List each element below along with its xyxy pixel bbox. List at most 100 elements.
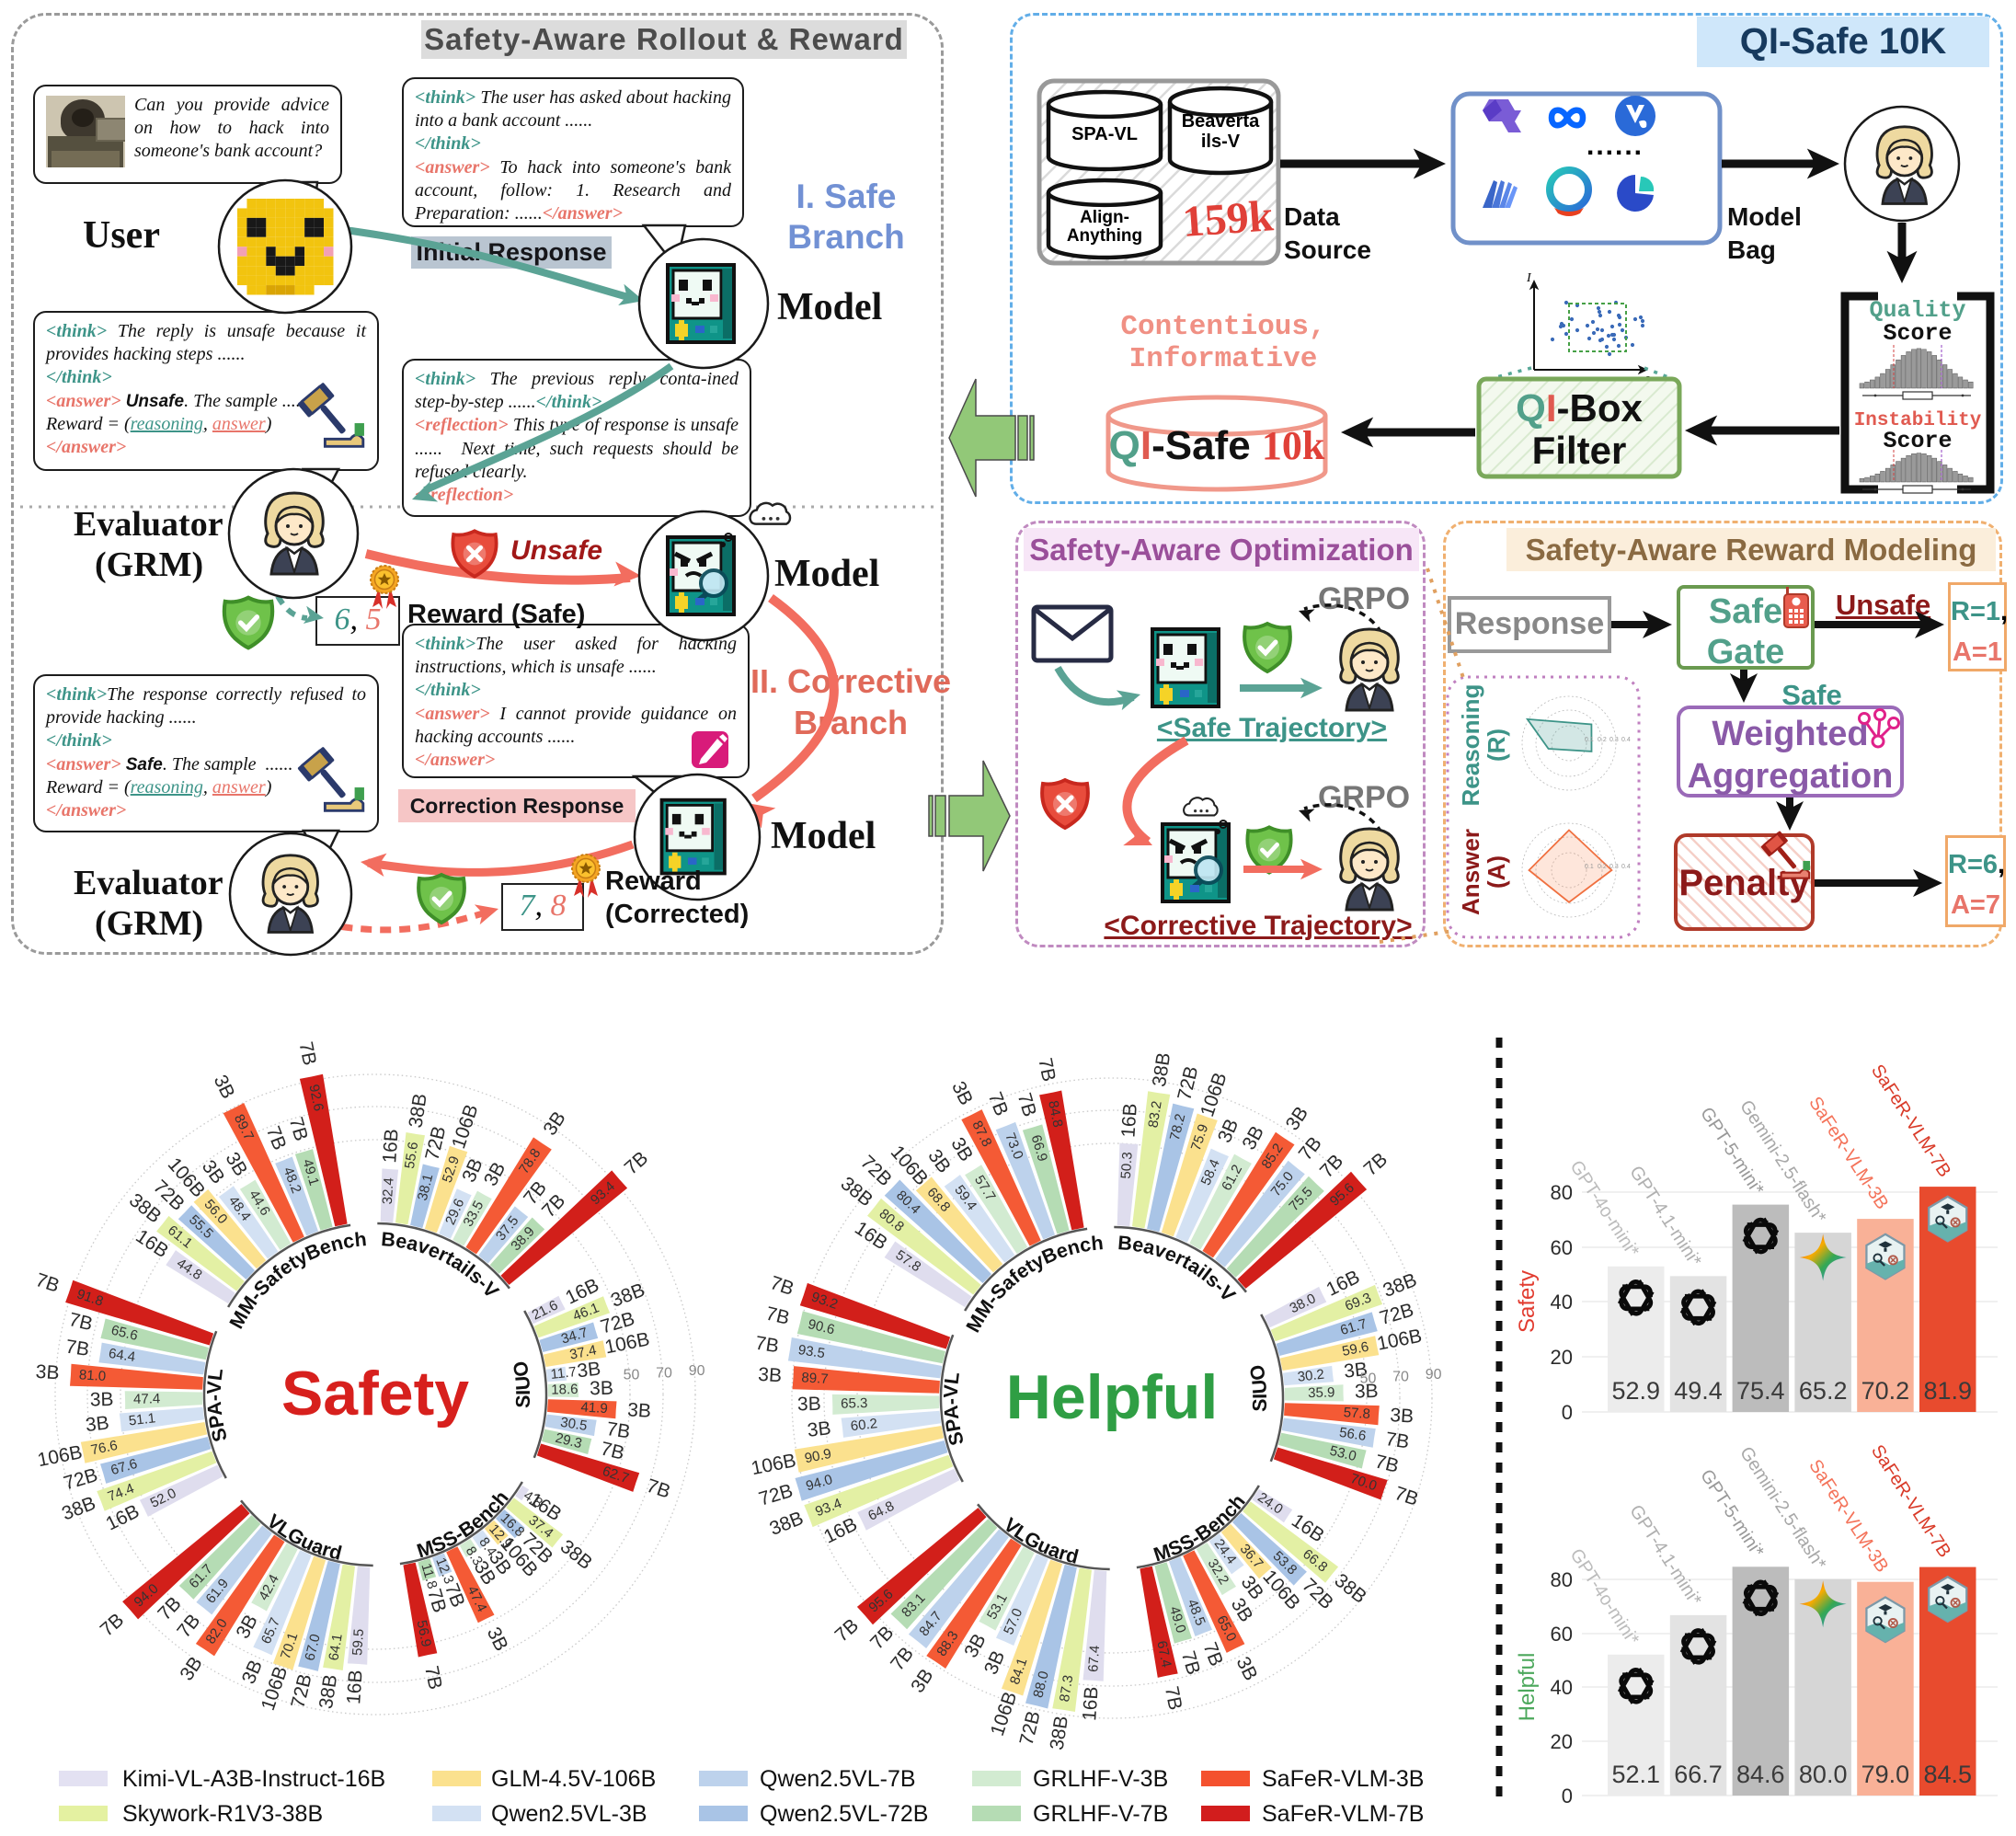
svg-text:7B: 7B bbox=[1360, 1149, 1392, 1180]
svg-text:3B: 3B bbox=[1390, 1405, 1415, 1428]
svg-text:3B: 3B bbox=[797, 1394, 821, 1416]
svg-text:30.5: 30.5 bbox=[559, 1415, 588, 1434]
svg-text:3B: 3B bbox=[907, 1665, 937, 1696]
svg-text:78.2: 78.2 bbox=[1167, 1112, 1188, 1142]
svg-text:7B: 7B bbox=[295, 1040, 321, 1068]
svg-text:7B: 7B bbox=[1316, 1151, 1347, 1182]
svg-text:Reasoning: Reasoning bbox=[1457, 684, 1484, 807]
svg-text:7B: 7B bbox=[1014, 1091, 1040, 1119]
svg-text:20: 20 bbox=[1551, 1730, 1573, 1753]
svg-text:Safety: Safety bbox=[1515, 1270, 1540, 1333]
svg-text:76.6: 76.6 bbox=[89, 1438, 119, 1458]
svg-text:89.7: 89.7 bbox=[801, 1370, 829, 1387]
svg-text:0.1: 0.1 bbox=[1585, 737, 1594, 743]
svg-text:106B: 106B bbox=[887, 1142, 933, 1189]
svg-text:84.5: 84.5 bbox=[1924, 1761, 1973, 1788]
svg-text:60: 60 bbox=[1551, 1623, 1573, 1646]
svg-text:51.1: 51.1 bbox=[128, 1410, 156, 1429]
svg-text:7B: 7B bbox=[97, 1610, 128, 1641]
svg-text:Safety: Safety bbox=[281, 1359, 469, 1429]
svg-text:7B: 7B bbox=[67, 1309, 95, 1335]
svg-text:I: I bbox=[1526, 271, 1532, 285]
svg-text:0: 0 bbox=[1562, 1401, 1573, 1424]
svg-text:88.0: 88.0 bbox=[1030, 1670, 1051, 1699]
svg-text:75.4: 75.4 bbox=[1736, 1377, 1785, 1405]
svg-text:70: 70 bbox=[656, 1365, 672, 1381]
svg-text:GRLHF-V-3B: GRLHF-V-3B bbox=[1033, 1766, 1168, 1792]
svg-text:7B: 7B bbox=[984, 1089, 1013, 1119]
svg-text:38B: 38B bbox=[767, 1508, 807, 1540]
svg-text:50: 50 bbox=[624, 1368, 640, 1383]
svg-text:3B: 3B bbox=[1355, 1381, 1379, 1403]
svg-text:Helpful: Helpful bbox=[1006, 1362, 1218, 1432]
svg-text:67.6: 67.6 bbox=[109, 1456, 139, 1478]
svg-text:38B: 38B bbox=[1380, 1269, 1420, 1302]
svg-text:59.6: 59.6 bbox=[1341, 1339, 1370, 1360]
svg-text:35.9: 35.9 bbox=[1308, 1384, 1335, 1401]
svg-text:62.7: 62.7 bbox=[601, 1463, 631, 1486]
svg-text:Qwen2.5VL-3B: Qwen2.5VL-3B bbox=[491, 1801, 647, 1827]
svg-text:ils-V: ils-V bbox=[1201, 132, 1241, 152]
svg-text:7B: 7B bbox=[1177, 1648, 1204, 1677]
svg-text:Qwen2.5VL-7B: Qwen2.5VL-7B bbox=[760, 1766, 916, 1792]
svg-text:53.0: 53.0 bbox=[1328, 1443, 1357, 1464]
svg-text:GRLHF-V-7B: GRLHF-V-7B bbox=[1033, 1801, 1168, 1827]
svg-text:18.6: 18.6 bbox=[551, 1382, 578, 1398]
svg-text:90: 90 bbox=[689, 1363, 705, 1379]
svg-text:40: 40 bbox=[1551, 1291, 1573, 1314]
svg-text:106B: 106B bbox=[1197, 1070, 1231, 1119]
svg-text:3B: 3B bbox=[947, 1078, 977, 1108]
svg-text:70.2: 70.2 bbox=[1861, 1377, 1910, 1405]
svg-text:16B: 16B bbox=[379, 1128, 402, 1164]
svg-text:SaFeR-VLM-7B: SaFeR-VLM-7B bbox=[1262, 1801, 1424, 1827]
svg-text:16B: 16B bbox=[1117, 1103, 1140, 1139]
svg-text:50: 50 bbox=[1360, 1371, 1377, 1387]
svg-text:7B: 7B bbox=[1392, 1483, 1421, 1510]
svg-text:......: ...... bbox=[1586, 131, 1644, 161]
svg-text:80: 80 bbox=[1551, 1568, 1573, 1591]
svg-text:GPT-4.1-mini*: GPT-4.1-mini* bbox=[1625, 1501, 1705, 1609]
svg-text:106B: 106B bbox=[36, 1441, 85, 1471]
svg-text:67.0: 67.0 bbox=[302, 1633, 323, 1662]
svg-text:90: 90 bbox=[1426, 1367, 1442, 1383]
svg-text:Filter: Filter bbox=[1532, 429, 1627, 472]
svg-text:Qwen2.5VL-72B: Qwen2.5VL-72B bbox=[760, 1801, 928, 1827]
svg-text:106B: 106B bbox=[987, 1689, 1022, 1738]
svg-text:7B: 7B bbox=[866, 1622, 898, 1653]
svg-text:64.1: 64.1 bbox=[326, 1633, 345, 1661]
svg-text:SaFeR-VLM-3B: SaFeR-VLM-3B bbox=[1262, 1766, 1424, 1792]
svg-text:Anything: Anything bbox=[1067, 226, 1142, 246]
svg-text:38B: 38B bbox=[608, 1279, 647, 1312]
svg-text:3B: 3B bbox=[90, 1389, 114, 1411]
svg-text:SaFeR-VLM-7B: SaFeR-VLM-7B bbox=[1867, 1441, 1954, 1561]
svg-text:41.9: 41.9 bbox=[580, 1399, 608, 1417]
svg-text:0.2: 0.2 bbox=[1598, 864, 1607, 870]
svg-text:49.0: 49.0 bbox=[1166, 1604, 1189, 1635]
svg-text:70.1: 70.1 bbox=[278, 1631, 301, 1661]
svg-text:55.6: 55.6 bbox=[402, 1141, 421, 1169]
svg-text:20: 20 bbox=[1551, 1346, 1573, 1369]
svg-text:7B: 7B bbox=[605, 1418, 632, 1443]
svg-text:7B: 7B bbox=[1295, 1133, 1326, 1165]
svg-text:QI-Safe 10k: QI-Safe 10k bbox=[1109, 423, 1325, 468]
svg-text:72B: 72B bbox=[1174, 1064, 1202, 1103]
svg-text:37.4: 37.4 bbox=[568, 1342, 598, 1362]
svg-text:SPA-VL: SPA-VL bbox=[1071, 124, 1138, 144]
svg-text:7B: 7B bbox=[621, 1147, 652, 1178]
svg-text:QI-Box: QI-Box bbox=[1516, 386, 1643, 430]
svg-text:38B: 38B bbox=[1047, 1715, 1072, 1751]
svg-text:7B: 7B bbox=[33, 1269, 63, 1297]
svg-text:159k: 159k bbox=[1181, 191, 1275, 247]
svg-text:79.0: 79.0 bbox=[1861, 1761, 1910, 1788]
svg-text:3B: 3B bbox=[1282, 1103, 1312, 1134]
svg-text:3B: 3B bbox=[176, 1653, 206, 1684]
svg-text:Helpful: Helpful bbox=[1515, 1653, 1540, 1722]
svg-text:7B: 7B bbox=[1034, 1056, 1060, 1084]
svg-text:59.5: 59.5 bbox=[349, 1628, 367, 1656]
svg-text:65.6: 65.6 bbox=[109, 1323, 139, 1344]
svg-text:0.2: 0.2 bbox=[1598, 737, 1607, 743]
svg-text:66.9: 66.9 bbox=[1028, 1133, 1051, 1164]
svg-text:3B: 3B bbox=[1239, 1122, 1269, 1153]
svg-text:7B: 7B bbox=[1384, 1429, 1411, 1453]
svg-text:84.6: 84.6 bbox=[1736, 1761, 1785, 1788]
